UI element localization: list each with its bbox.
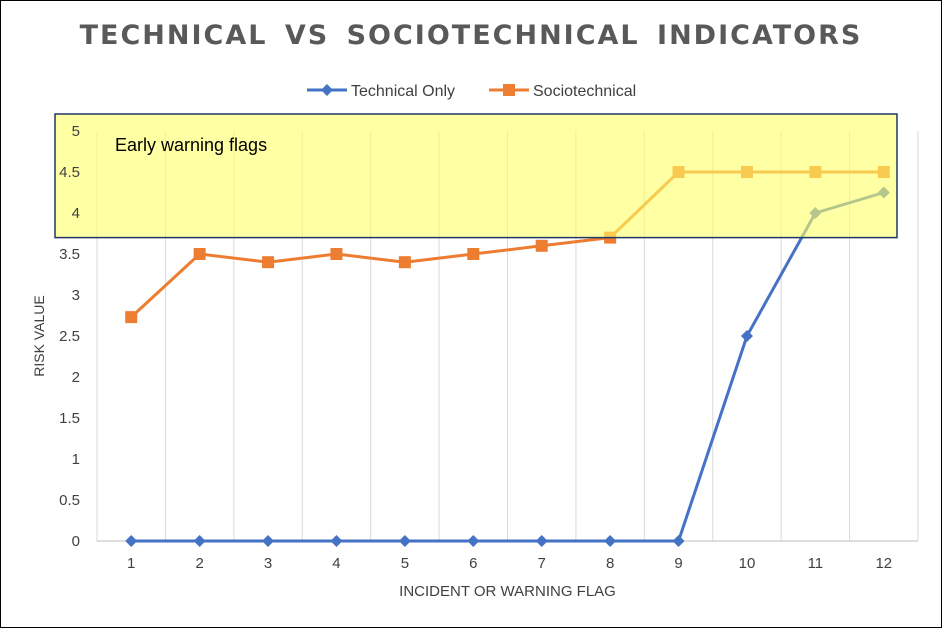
data-point-diamond: [604, 535, 617, 547]
y-tick-label: 2.5: [59, 328, 80, 345]
x-tick-label: 2: [195, 555, 203, 572]
data-point-diamond: [193, 535, 206, 547]
y-tick-label: 1: [72, 451, 80, 468]
x-tick-label: 4: [332, 555, 340, 572]
data-point-diamond: [672, 535, 685, 547]
series-line: [131, 191, 885, 543]
x-tick-label: 9: [674, 555, 682, 572]
data-point-square: [535, 239, 548, 252]
data-point-square: [125, 311, 138, 324]
x-axis-title: INCIDENT OR WARNING FLAG: [399, 583, 616, 600]
y-tick-label: 5: [72, 123, 80, 140]
legend-marker-diamond: [321, 84, 333, 96]
data-point-square: [262, 256, 275, 269]
x-tick-label: 7: [538, 555, 546, 572]
data-point-diamond: [467, 535, 480, 547]
data-point-diamond: [125, 535, 138, 547]
x-tick-label: 1: [127, 555, 135, 572]
chart-title: TECHNICAL VS SOCIOTECHNICAL INDICATORS: [79, 20, 863, 51]
x-tick-label: 8: [606, 555, 614, 572]
x-tick-label: 10: [739, 555, 756, 572]
data-point-square: [193, 248, 206, 260]
x-tick-label: 6: [469, 555, 477, 572]
y-tick-label: 3: [72, 287, 80, 304]
data-point-square: [330, 248, 343, 260]
y-tick-label: 2: [72, 369, 80, 386]
data-point-square: [467, 248, 480, 260]
y-tick-label: 0.5: [59, 492, 80, 509]
early-warning-label: Early warning flags: [115, 135, 267, 155]
legend-label: Sociotechnical: [533, 83, 636, 100]
y-tick-label: 1.5: [59, 410, 80, 427]
y-tick-label: 3.5: [59, 246, 80, 263]
data-point-diamond: [262, 535, 275, 547]
y-tick-label: 4.5: [59, 164, 80, 181]
x-tick-label: 11: [808, 555, 824, 572]
data-point-diamond: [535, 535, 548, 547]
data-point-diamond: [398, 535, 411, 547]
x-tick-label: 12: [875, 555, 892, 572]
legend-marker-square: [503, 84, 515, 96]
x-tick-label: 5: [401, 555, 409, 572]
legend-label: Technical Only: [351, 83, 455, 100]
data-point-diamond: [740, 330, 753, 342]
y-tick-label: 4: [72, 205, 80, 222]
y-axis-title: RISK VALUE: [31, 295, 47, 376]
x-tick-label: 3: [264, 555, 272, 572]
y-tick-label: 0: [72, 533, 80, 550]
early-warning-box: [54, 113, 898, 239]
data-point-square: [398, 256, 411, 269]
data-point-diamond: [330, 535, 343, 547]
